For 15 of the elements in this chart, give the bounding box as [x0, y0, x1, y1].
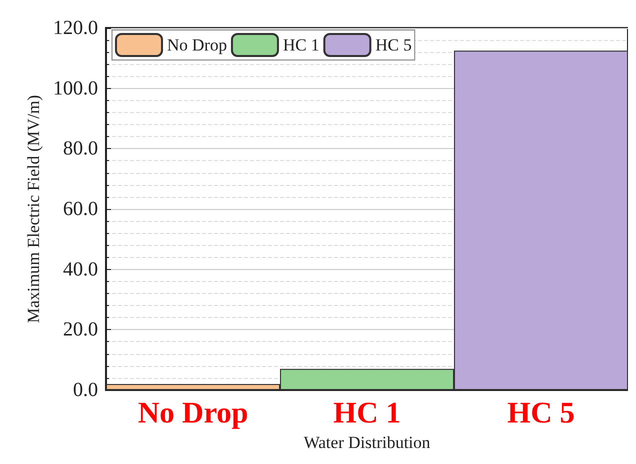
y-tick-label: 120.0: [53, 17, 98, 39]
legend-label: No Drop: [167, 36, 227, 54]
y-tick-label: 100.0: [53, 77, 98, 100]
x-tick-label: No Drop: [138, 396, 248, 430]
y-axis-title: Maximum Electric Field (MV/m): [24, 94, 44, 324]
x-tick-label: HC 1: [333, 396, 401, 430]
y-tick-label: 40.0: [63, 258, 98, 280]
x-tick-label: HC 5: [507, 396, 575, 430]
y-tick-label: 20.0: [63, 318, 98, 341]
legend-label: HC 5: [375, 36, 412, 54]
y-tick-label: 0.0: [73, 379, 98, 401]
y-tick-label: 60.0: [63, 198, 98, 220]
y-tick-label: 80.0: [63, 138, 98, 160]
legend-label: HC 1: [282, 36, 320, 54]
x-axis-title: Water Distribution: [304, 433, 431, 452]
